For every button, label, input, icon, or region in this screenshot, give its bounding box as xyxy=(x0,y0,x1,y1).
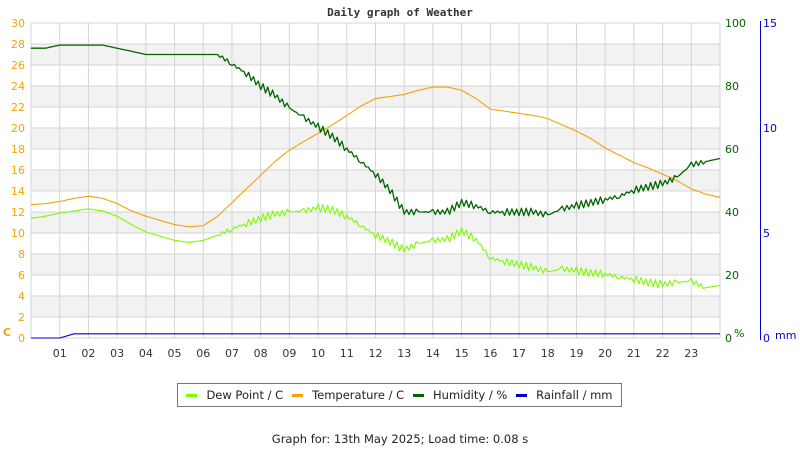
humidity-unit: % xyxy=(734,327,744,340)
legend-label: Temperature / C xyxy=(312,388,405,402)
hour-tick: 07 xyxy=(225,347,239,360)
temperature-tick: 20 xyxy=(11,122,25,135)
hour-tick: 06 xyxy=(196,347,210,360)
hour-tick: 18 xyxy=(541,347,555,360)
hour-tick: 09 xyxy=(282,347,296,360)
humidity-axis: 0 20 40 60 80 100% xyxy=(725,17,746,345)
rainfall-tick: 0 xyxy=(763,332,770,345)
graph-info-footer: Graph for: 13th May 2025; Load time: 0.0… xyxy=(271,432,529,446)
hour-tick: 23 xyxy=(684,347,698,360)
hour-axis: 01 02 03 04 05 06 07 08 09 10 11 12 13 14 15 16 17 18 19 20… xyxy=(53,347,699,360)
temperature-tick: 22 xyxy=(11,101,25,114)
rainfall-axis: 0 5 10 15 mm xyxy=(760,17,796,345)
hour-tick: 01 xyxy=(53,347,67,360)
humidity-line xyxy=(31,44,721,218)
temperature-line xyxy=(30,86,721,228)
humidity-swatch xyxy=(413,393,425,397)
chart-title: Daily graph of Weather xyxy=(327,6,473,19)
temperature-tick: 24 xyxy=(11,80,25,93)
hour-tick: 03 xyxy=(110,347,124,360)
legend-item-dew-point[interactable]: Dew Point / C xyxy=(186,388,283,402)
hour-tick: 17 xyxy=(512,347,526,360)
humidity-tick: 20 xyxy=(725,269,739,282)
hour-tick: 02 xyxy=(81,347,95,360)
hour-tick: 12 xyxy=(369,347,383,360)
rainfall-swatch xyxy=(516,393,528,397)
temperature-tick: 30 xyxy=(11,17,25,30)
temperature-unit: C xyxy=(3,326,11,339)
temperature-tick: 2 xyxy=(18,311,25,324)
temperature-tick: 8 xyxy=(18,248,25,261)
hour-tick: 04 xyxy=(139,347,153,360)
temperature-tick: 10 xyxy=(11,227,25,240)
hour-tick: 15 xyxy=(455,347,469,360)
legend-label: Humidity / % xyxy=(433,388,508,402)
dew-point-swatch xyxy=(186,393,198,397)
legend-label: Rainfall / mm xyxy=(536,388,613,402)
rainfall-tick: 10 xyxy=(763,122,777,135)
humidity-tick: 80 xyxy=(725,80,739,93)
hour-tick: 08 xyxy=(254,347,268,360)
temperature-tick: 26 xyxy=(11,59,25,72)
hour-tick: 11 xyxy=(340,347,354,360)
hour-tick: 21 xyxy=(627,347,641,360)
legend-item-temperature[interactable]: Temperature / C xyxy=(292,388,404,402)
hour-tick: 13 xyxy=(397,347,411,360)
rainfall-line xyxy=(31,333,720,339)
rainfall-unit: mm xyxy=(775,329,796,342)
rainfall-tick: 15 xyxy=(763,17,777,30)
legend-item-humidity[interactable]: Humidity / % xyxy=(413,388,507,402)
rainfall-tick: 5 xyxy=(763,227,770,240)
humidity-tick: 40 xyxy=(725,206,739,219)
series-lines xyxy=(30,44,721,339)
hour-tick: 22 xyxy=(656,347,670,360)
legend-label: Dew Point / C xyxy=(206,388,284,402)
temperature-tick: 14 xyxy=(11,185,25,198)
humidity-tick: 100 xyxy=(725,17,746,30)
temperature-tick: 12 xyxy=(11,206,25,219)
temperature-tick: 18 xyxy=(11,143,25,156)
hour-tick: 10 xyxy=(311,347,325,360)
hour-tick: 20 xyxy=(598,347,612,360)
hour-tick: 19 xyxy=(569,347,583,360)
humidity-tick: 0 xyxy=(725,332,732,345)
hour-tick: 05 xyxy=(168,347,182,360)
temperature-tick: 4 xyxy=(18,290,25,303)
legend: Dew Point / C Temperature / C Humidity /… xyxy=(177,383,622,407)
temperature-tick: 28 xyxy=(11,38,25,51)
temperature-tick: 0 xyxy=(18,332,25,345)
legend-item-rainfall[interactable]: Rainfall / mm xyxy=(516,388,613,402)
hour-tick: 16 xyxy=(483,347,497,360)
hour-tick: 14 xyxy=(426,347,440,360)
temperature-swatch xyxy=(292,393,304,397)
temperature-tick: 6 xyxy=(18,269,25,282)
humidity-tick: 60 xyxy=(725,143,739,156)
gridlines xyxy=(30,22,721,339)
dew-point-line xyxy=(30,203,721,290)
temperature-tick: 16 xyxy=(11,164,25,177)
